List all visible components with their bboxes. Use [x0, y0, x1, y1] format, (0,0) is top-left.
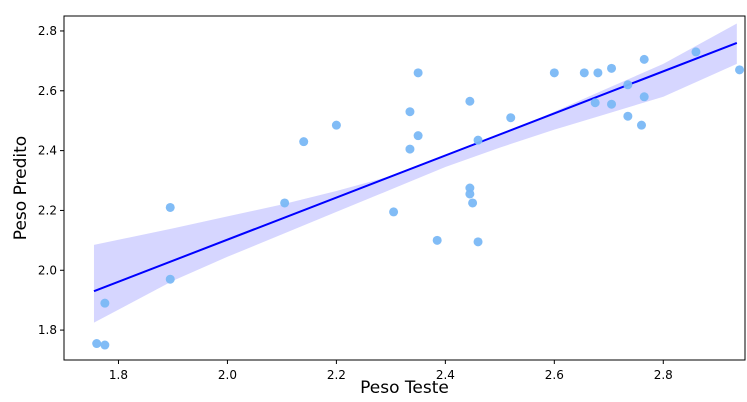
x-tick-label: 2.2 [327, 368, 346, 382]
data-point [465, 189, 475, 199]
data-points-layer [92, 47, 745, 350]
confidence-band-layer [93, 23, 737, 323]
x-tick-label: 1.8 [109, 368, 128, 382]
data-point [473, 135, 483, 145]
data-point [405, 144, 415, 154]
data-point [639, 92, 649, 102]
data-point [549, 68, 559, 78]
data-point [506, 113, 516, 123]
y-tick-label: 1.8 [38, 323, 57, 337]
plot-frame [63, 15, 746, 361]
data-point [623, 80, 633, 90]
data-point [579, 68, 589, 78]
y-axis-ticks: 1.8 2.0 2.2 2.4 2.6 2.8 [38, 24, 64, 337]
y-axis-label: Peso Predito [11, 136, 31, 240]
data-point [465, 96, 475, 106]
data-point [636, 120, 646, 130]
data-point [165, 202, 175, 212]
data-point [639, 54, 649, 64]
data-point [607, 99, 617, 109]
data-point [280, 198, 290, 208]
regression-line [93, 41, 738, 293]
data-point [331, 120, 341, 130]
data-point [299, 137, 309, 147]
x-tick-label: 2.0 [218, 368, 237, 382]
y-tick-label: 2.8 [38, 24, 57, 38]
data-point [413, 68, 423, 78]
data-point [432, 235, 442, 245]
data-point [691, 47, 701, 57]
data-point [92, 339, 102, 349]
data-point [473, 237, 483, 247]
data-point [165, 274, 175, 284]
x-axis-ticks: 1.8 2.0 2.2 2.4 2.6 2.8 [109, 360, 673, 382]
x-axis-label: Peso Teste [360, 378, 449, 398]
data-point [413, 131, 423, 141]
data-point [623, 111, 633, 121]
x-tick-label: 2.4 [436, 368, 455, 382]
data-point [590, 98, 600, 108]
y-tick-label: 2.4 [38, 144, 57, 158]
data-point [735, 65, 745, 75]
data-point [100, 340, 110, 350]
regression-line-layer [93, 41, 738, 293]
data-point [607, 63, 617, 73]
y-tick-label: 2.2 [38, 203, 57, 217]
data-point [389, 207, 399, 217]
x-tick-label: 2.6 [545, 368, 564, 382]
y-tick-label: 2.0 [38, 263, 57, 277]
y-tick-label: 2.6 [38, 84, 57, 98]
confidence-band [93, 23, 737, 323]
data-point [468, 198, 478, 208]
data-point [405, 107, 415, 117]
data-point [100, 298, 110, 308]
data-point [593, 68, 603, 78]
x-tick-label: 2.8 [654, 368, 673, 382]
